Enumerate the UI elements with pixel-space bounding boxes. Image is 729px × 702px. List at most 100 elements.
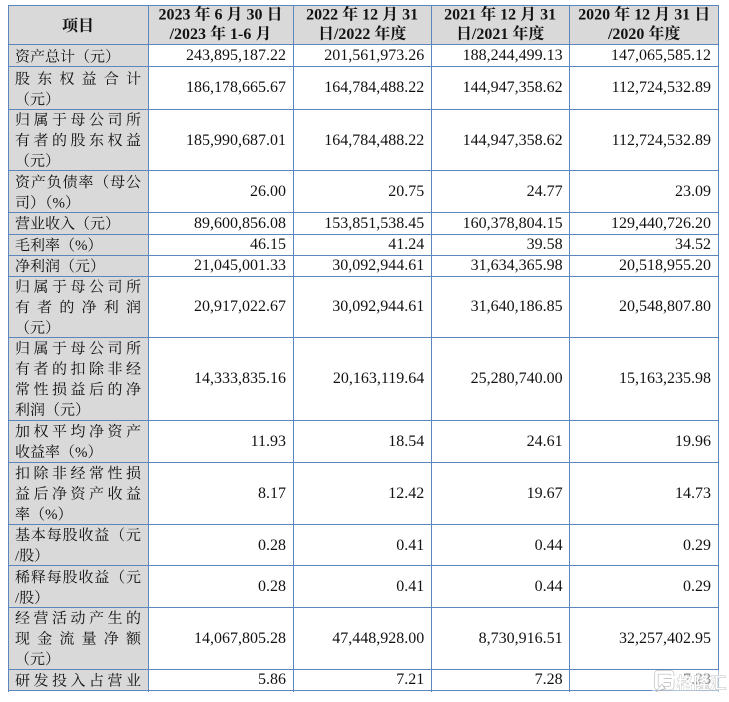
value-cell: 41.24 — [293, 234, 432, 256]
cjk-glyph — [52, 466, 67, 480]
cjk-glyph — [71, 424, 86, 438]
table-gridline — [8, 668, 719, 670]
cell-value-text: 14.73 — [674, 484, 711, 502]
cjk-glyph — [15, 506, 30, 521]
value-cell: 14,067,805.28 — [148, 607, 293, 670]
cell-value-text: 20,163,119.64 — [332, 370, 425, 388]
value-cell: 201,561,973.26 — [293, 44, 432, 67]
cjk-glyph — [15, 48, 30, 63]
cjk-glyph — [126, 112, 141, 127]
cjk-glyph — [70, 133, 86, 147]
cjk-glyph — [24, 651, 30, 666]
cell-value-text: 201,561,973.26 — [324, 47, 425, 65]
table-gridline — [8, 66, 719, 68]
cjk-glyph — [664, 25, 680, 41]
row-label — [8, 109, 148, 171]
cjk-glyph — [33, 361, 48, 376]
cjk-glyph — [52, 610, 67, 625]
cell-value-text: 14,333,835.16 — [194, 370, 286, 388]
cell-value-text: 14,067,805.28 — [194, 629, 286, 647]
cell-value-text: 30,092,944.61 — [332, 257, 425, 275]
cjk-glyph — [30, 402, 45, 417]
value-cell: 32,257,402.95 — [569, 607, 718, 670]
cjk-glyph — [108, 361, 122, 376]
column-header-item — [8, 5, 148, 45]
row-label — [8, 276, 148, 338]
cjk-glyph — [33, 112, 48, 127]
text-run: % — [75, 238, 87, 254]
cjk-glyph — [459, 25, 471, 41]
cjk-glyph — [47, 174, 61, 189]
cjk-glyph — [34, 610, 48, 625]
cjk-glyph — [45, 444, 60, 459]
cell-value-text: 0.28 — [258, 577, 286, 595]
cjk-glyph — [45, 237, 60, 252]
text-run: /2022 — [333, 26, 370, 43]
cell-text-svg: % — [15, 465, 141, 524]
cjk-glyph — [52, 279, 67, 294]
cjk-glyph — [104, 299, 118, 314]
cell-value-text: 20.75 — [388, 182, 425, 200]
cjk-glyph — [45, 91, 51, 106]
cell-value-text: 12.42 — [388, 484, 425, 502]
row-label — [8, 337, 148, 421]
cell-value-text: 0.29 — [682, 536, 711, 554]
cjk-glyph — [15, 195, 29, 209]
cjk-glyph — [82, 70, 97, 85]
cjk-glyph — [15, 279, 29, 294]
cjk-glyph — [70, 279, 86, 294]
cjk-glyph — [342, 5, 358, 22]
cjk-glyph — [30, 216, 45, 230]
table-gridline — [8, 419, 719, 421]
value-cell: 7.28 — [431, 669, 570, 691]
cjk-glyph — [126, 673, 141, 686]
cjk-glyph — [94, 527, 109, 542]
cjk-glyph — [33, 133, 48, 147]
cjk-glyph — [33, 341, 48, 355]
cell-value-text: 32,257,402.95 — [618, 629, 711, 647]
cell-value-text: 39.58 — [526, 236, 563, 254]
cjk-glyph — [90, 49, 105, 63]
cjk-glyph — [108, 465, 123, 480]
table-gridline — [8, 523, 719, 525]
cjk-glyph — [45, 153, 51, 168]
cjk-glyph — [47, 527, 62, 542]
cell-value-text: 25,280,740.00 — [470, 370, 563, 388]
cell-value-text: 129,440,726.20 — [610, 214, 711, 232]
cjk-glyph — [654, 6, 668, 22]
value-cell: 26.00 — [148, 170, 293, 213]
value-cell: 24.61 — [431, 420, 570, 463]
cell-text-svg: % — [15, 424, 141, 461]
cell-value-text: 47,448,928.00 — [332, 629, 425, 647]
cjk-glyph — [104, 174, 109, 189]
value-cell: 14,333,835.16 — [148, 337, 293, 421]
cjk-glyph — [104, 70, 119, 85]
row-label — [8, 44, 148, 67]
cell-value-text: 41.24 — [388, 236, 425, 254]
cjk-glyph — [60, 70, 75, 85]
cjk-glyph — [53, 133, 67, 147]
row-label: / — [8, 524, 148, 566]
cell-text-svg: / — [15, 527, 141, 565]
cjk-glyph — [15, 673, 30, 687]
value-cell: 144,947,358.62 — [431, 66, 570, 110]
cjk-glyph — [89, 610, 104, 625]
cell-text-svg — [15, 341, 141, 417]
cjk-glyph — [15, 341, 29, 355]
table-gridline — [8, 565, 719, 567]
cell-value-text: 5.86 — [258, 671, 286, 689]
text-run: 31 — [402, 7, 418, 24]
text-run: /2023 — [169, 26, 206, 43]
cell-value-text: 243,895,187.22 — [186, 47, 286, 65]
row-label: / — [8, 565, 148, 608]
value-cell: 31,634,365.98 — [431, 255, 570, 277]
cell-value-text: 19.96 — [674, 432, 711, 450]
cjk-glyph — [126, 569, 141, 584]
column-header-period-3: 2021 12 31/2021 — [431, 5, 570, 45]
cjk-glyph — [15, 569, 30, 584]
cell-text-svg: 2020 12 31/2020 — [578, 5, 708, 43]
cell-value-text: 144,947,358.62 — [462, 131, 563, 149]
cjk-glyph — [52, 113, 67, 127]
text-run: 2021 — [444, 7, 476, 24]
